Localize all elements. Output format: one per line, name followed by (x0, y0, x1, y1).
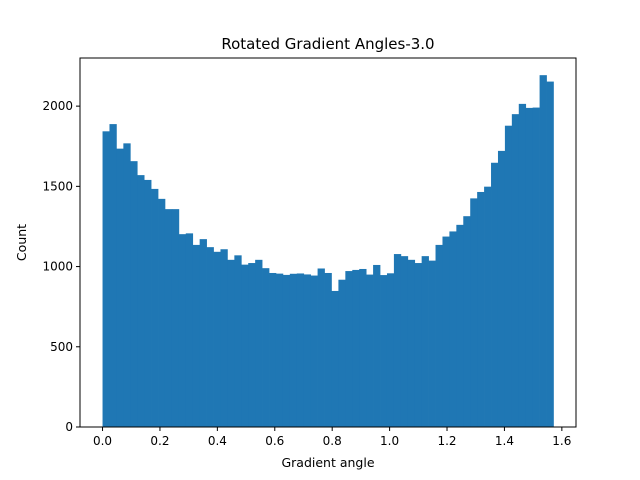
bars-group (102, 75, 554, 428)
x-tick-label: 0.2 (150, 434, 169, 448)
histogram-bar (282, 274, 291, 427)
histogram-bar (511, 114, 520, 428)
histogram-bar (303, 274, 312, 427)
histogram-bar (393, 254, 402, 427)
histogram-bar (171, 209, 180, 427)
histogram-bar (366, 274, 374, 427)
histogram-bar (178, 234, 187, 427)
x-tick-label: 1.6 (552, 434, 571, 448)
histogram-bar (477, 191, 485, 427)
histogram-bar (442, 236, 450, 427)
histogram-bar (296, 273, 305, 427)
y-axis-ticks: 0 500 1000 1500 2000 (42, 99, 80, 434)
x-tick-label: 0.8 (323, 434, 342, 448)
histogram-bar (407, 259, 416, 427)
y-tick-label: 500 (50, 340, 73, 354)
histogram-bar (227, 259, 235, 427)
x-axis-label: Gradient angle (281, 455, 374, 470)
histogram-bar (130, 161, 138, 427)
histogram-bar (206, 247, 214, 427)
histogram-bar (470, 198, 478, 427)
histogram-bar (414, 263, 423, 427)
y-tick-label: 2000 (42, 99, 73, 113)
histogram-bar (185, 233, 194, 427)
y-tick-label: 1000 (42, 260, 73, 274)
histogram-bar (400, 256, 409, 427)
histogram-bar (504, 125, 513, 427)
histogram-bar (262, 268, 270, 427)
y-axis-label: Count (14, 224, 29, 261)
histogram-bar (352, 269, 360, 427)
histogram-bar (123, 143, 131, 427)
histogram-bar (546, 81, 554, 427)
histogram-bar (144, 179, 152, 427)
histogram-bar (255, 259, 263, 427)
histogram-bar (116, 148, 124, 427)
histogram-bar (532, 107, 540, 427)
y-tick-label: 0 (65, 420, 73, 434)
histogram-bar (386, 273, 395, 427)
histogram-bar (484, 186, 492, 427)
histogram-bar (380, 275, 388, 427)
histogram-bar (213, 251, 221, 427)
histogram-bar (449, 231, 457, 427)
histogram-bar (491, 162, 499, 427)
histogram-bar (463, 216, 471, 427)
histogram-bar (102, 131, 110, 427)
histogram-bar (539, 75, 547, 428)
histogram-bar (192, 244, 201, 427)
histogram-bar (518, 103, 527, 427)
x-tick-label: 0.0 (93, 434, 112, 448)
histogram-bar (331, 290, 339, 427)
histogram-bar (435, 244, 443, 427)
histogram-bar (158, 198, 166, 427)
x-tick-label: 1.4 (495, 434, 514, 448)
histogram-bar (241, 264, 249, 427)
histogram-bar (269, 272, 277, 427)
x-tick-label: 1.2 (437, 434, 456, 448)
histogram-bar (456, 224, 464, 427)
y-tick-label: 1500 (42, 179, 73, 193)
x-axis-ticks: 0.0 0.2 0.4 0.6 0.8 1.0 1.2 1.4 1.6 (93, 427, 571, 448)
histogram-bar (275, 273, 284, 427)
x-tick-label: 0.6 (265, 434, 284, 448)
histogram-bar (345, 271, 353, 427)
x-tick-label: 0.4 (208, 434, 227, 448)
histogram-bar (428, 260, 436, 427)
histogram-bar (220, 249, 228, 427)
x-tick-label: 1.0 (380, 434, 399, 448)
histogram-bar (234, 255, 242, 427)
histogram-bar (248, 263, 256, 427)
histogram-bar (359, 268, 367, 427)
histogram-bar (289, 273, 298, 427)
histogram-bar (324, 272, 332, 427)
histogram-bar (421, 256, 429, 427)
histogram-bar (497, 150, 506, 427)
histogram-bar (525, 107, 534, 428)
histogram-bar (109, 124, 117, 427)
histogram-bar (310, 275, 318, 427)
chart-title: Rotated Gradient Angles-3.0 (221, 35, 434, 53)
histogram-bar (199, 239, 207, 427)
plot-frame (79, 57, 577, 428)
histogram-bar (164, 209, 173, 427)
histogram-bar (137, 175, 145, 427)
histogram-bar (373, 264, 381, 427)
histogram-bar (317, 268, 325, 427)
histogram-bar (338, 279, 346, 427)
histogram-bar (151, 188, 159, 427)
